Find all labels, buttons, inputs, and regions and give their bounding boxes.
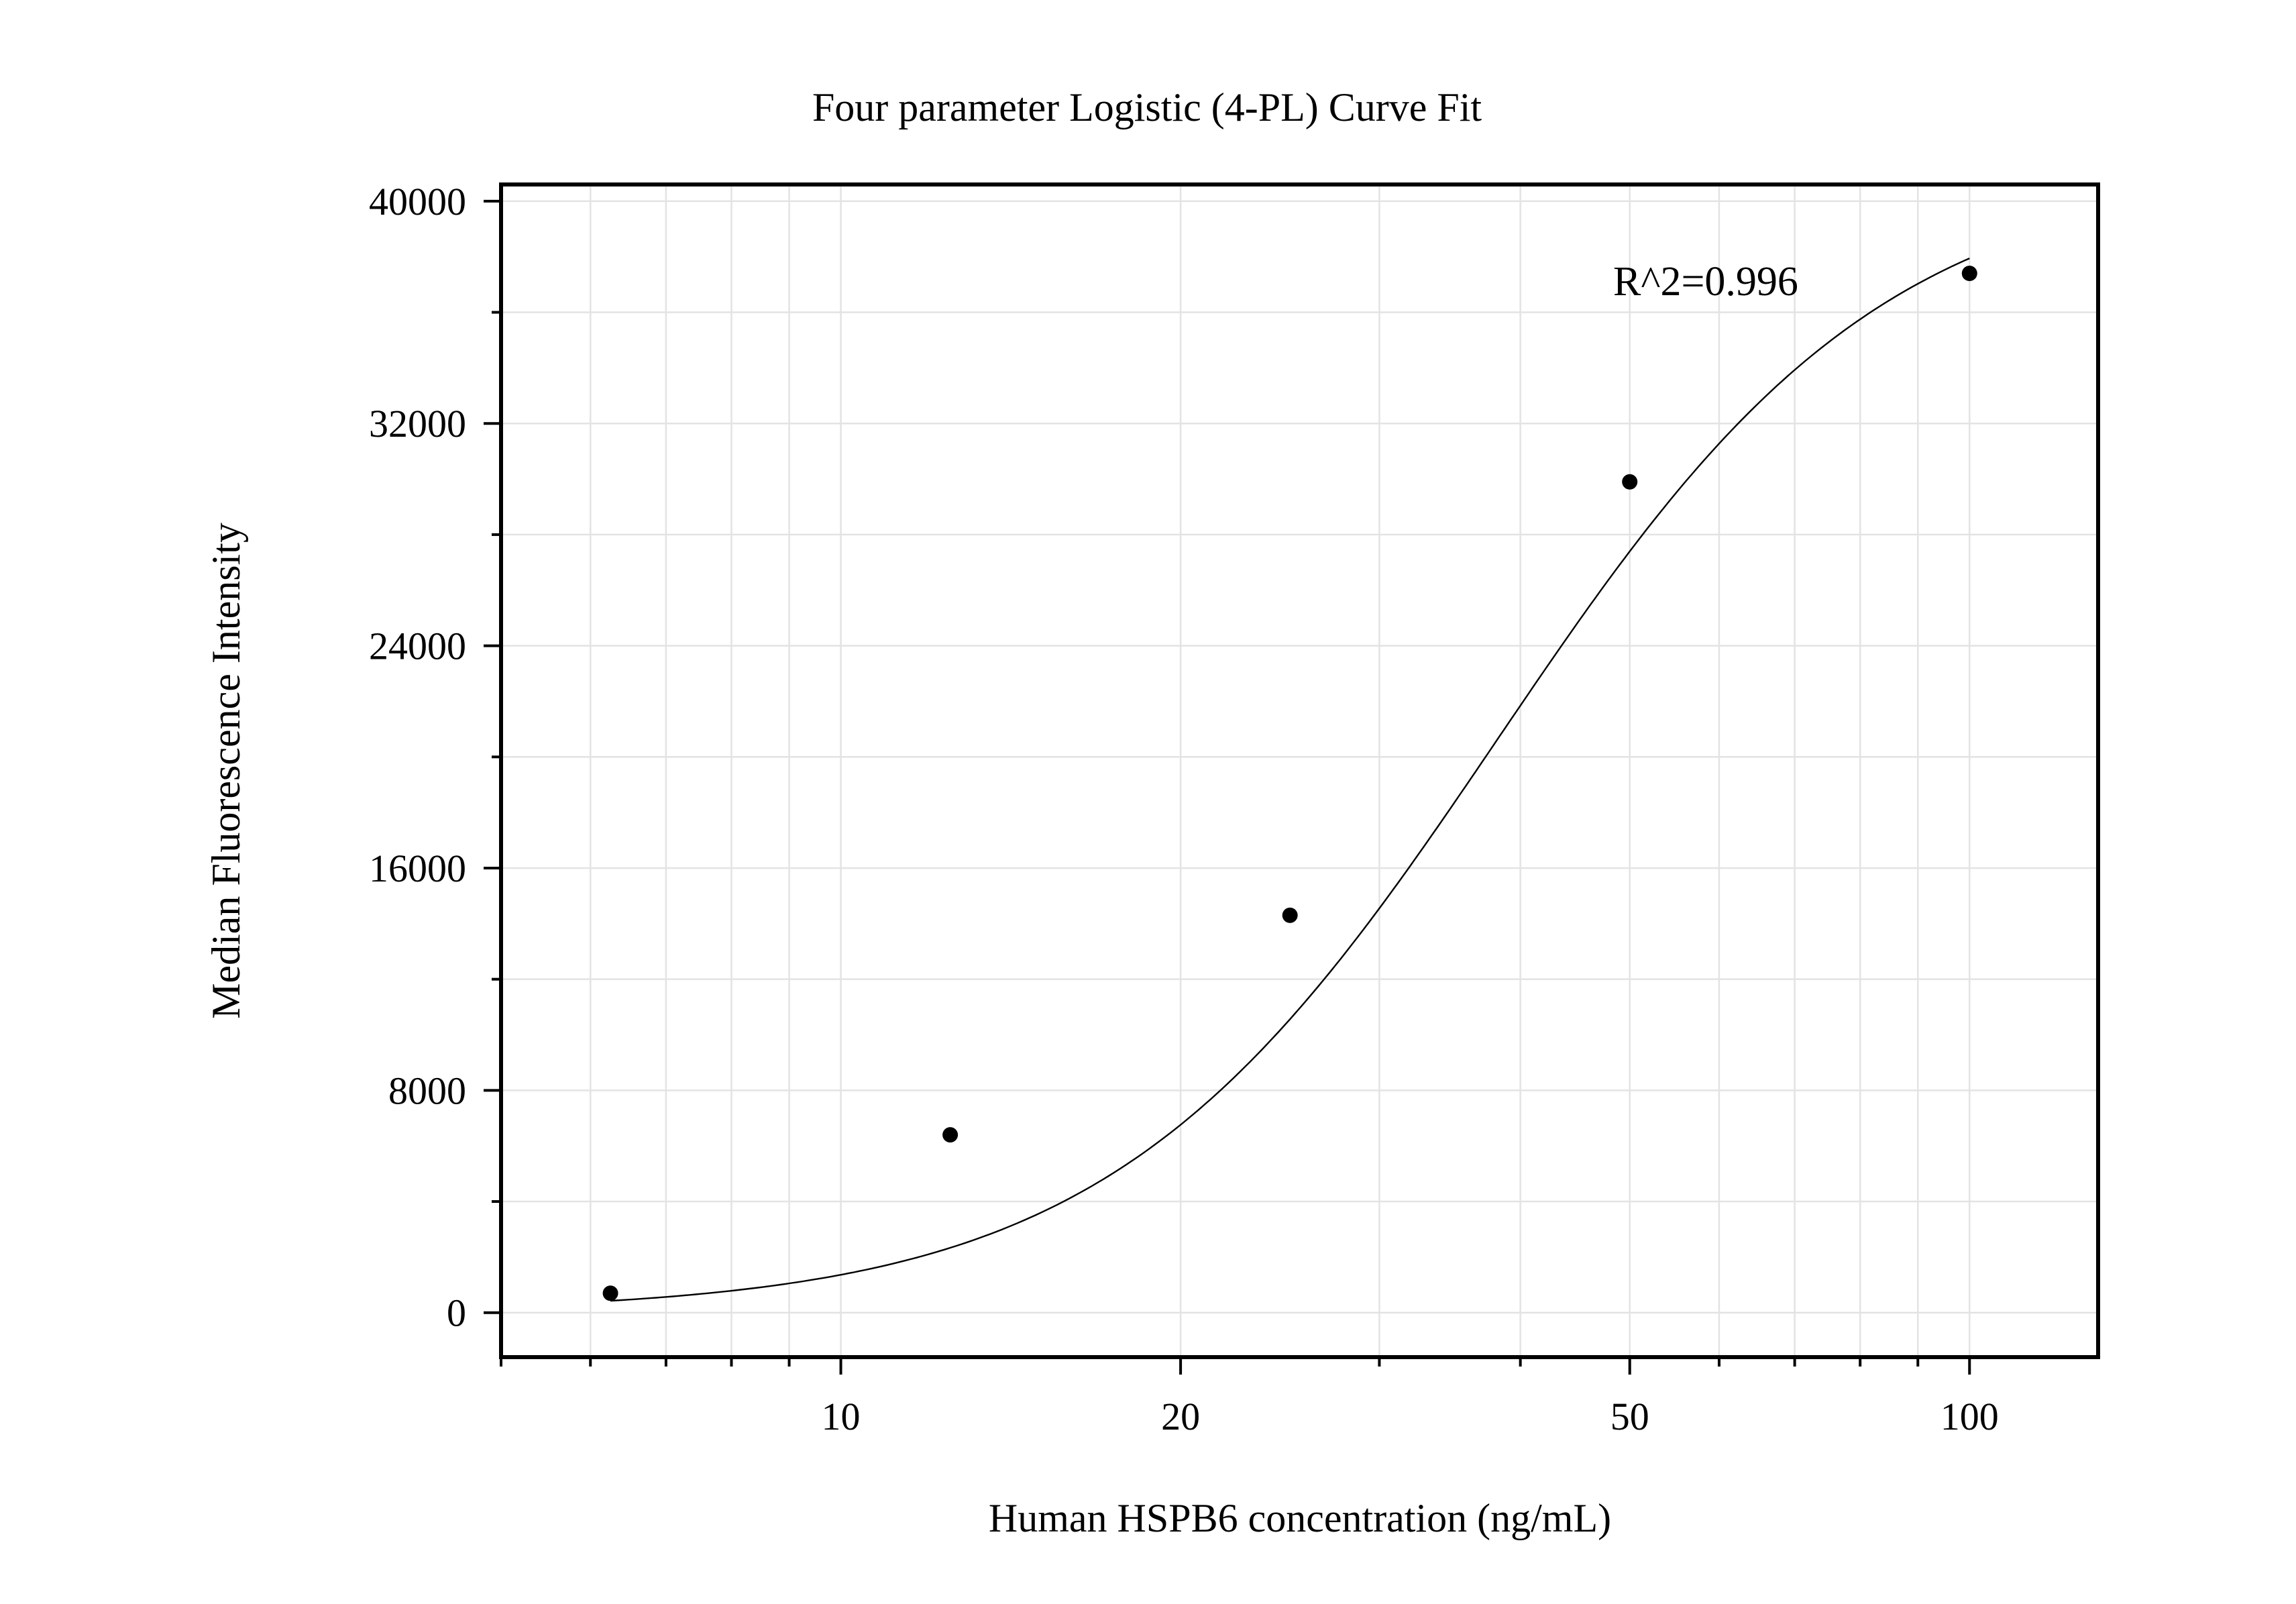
x-tick-label: 10 bbox=[822, 1395, 861, 1438]
data-points bbox=[602, 266, 1977, 1301]
x-tick-label: 100 bbox=[1940, 1395, 1999, 1438]
y-tick-label: 0 bbox=[447, 1291, 466, 1335]
x-tick-label: 50 bbox=[1610, 1395, 1649, 1438]
r-squared-annotation: R^2=0.996 bbox=[1613, 259, 1798, 305]
y-tick-label: 32000 bbox=[369, 402, 466, 445]
x-tick-label: 20 bbox=[1161, 1395, 1200, 1438]
y-axis-label: Median Fluorescence Intensity bbox=[204, 523, 248, 1019]
data-point bbox=[1622, 474, 1638, 490]
data-point bbox=[602, 1285, 618, 1301]
plot-frame bbox=[499, 182, 2100, 1359]
data-point bbox=[942, 1127, 959, 1143]
fit-curve bbox=[610, 257, 1970, 1302]
data-point bbox=[1961, 266, 1977, 282]
y-tick-label: 24000 bbox=[369, 625, 466, 668]
chart-title: Four parameter Logistic (4-PL) Curve Fit bbox=[812, 85, 1482, 129]
grid bbox=[500, 184, 2098, 1357]
fit-curve-layer bbox=[610, 257, 1970, 1302]
y-tick-label: 16000 bbox=[369, 847, 466, 890]
x-axis-label: Human HSPB6 concentration (ng/mL) bbox=[989, 1496, 1611, 1540]
data-point bbox=[1282, 907, 1298, 923]
y-axis: 0 8000 16000 24000 32000 40000 bbox=[369, 180, 501, 1335]
y-tick-label: 40000 bbox=[369, 180, 466, 223]
x-axis: 10 20 50 100 bbox=[500, 1357, 1999, 1438]
y-tick-label: 8000 bbox=[388, 1069, 466, 1112]
